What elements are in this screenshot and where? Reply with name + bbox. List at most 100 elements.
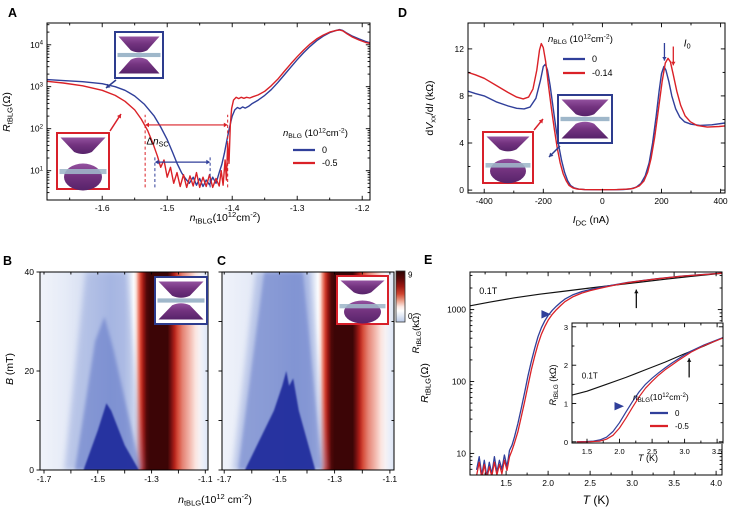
y-tick-label: 20 bbox=[25, 366, 35, 376]
y-axis-label: RtBLG(Ω) bbox=[1, 92, 14, 132]
fermi-level-bar bbox=[157, 298, 205, 303]
colorbar-label: RtBLG(kΩ) bbox=[411, 313, 423, 354]
x-tick-label: 2.5 bbox=[584, 478, 596, 488]
legend-item-label: -0.14 bbox=[592, 68, 613, 78]
x-tick-label: 1.5 bbox=[500, 478, 512, 488]
x-tick-label: 3.5 bbox=[668, 478, 680, 488]
triangle-marker-icon bbox=[614, 401, 625, 411]
axes-frame bbox=[46, 22, 371, 201]
panel-letter-B: B bbox=[3, 254, 12, 268]
panel-letter-E: E bbox=[424, 253, 432, 267]
series-D-nBLG--0.14 bbox=[468, 42, 725, 191]
y-tick-label: 101 bbox=[30, 165, 43, 175]
sc-dome-2 bbox=[244, 371, 316, 470]
band-diagram-metal bbox=[336, 275, 389, 325]
arrowhead-icon bbox=[223, 122, 228, 128]
x-tick-label: -1.7 bbox=[37, 474, 52, 484]
legend-title: nBLG (1012cm-2) bbox=[283, 127, 348, 140]
series-A-nBLG--0.5 bbox=[47, 29, 370, 189]
panel-Einset: 1.5 2.0 2.5 3.0 3.5 0 1 2 3 T (K) RtBLG (kΩ) nBLG(1… bbox=[548, 322, 724, 463]
y-tick-label: 40 bbox=[25, 267, 35, 277]
band-diagram-gap bbox=[114, 31, 164, 79]
x-tick-label: -1.5 bbox=[90, 474, 105, 484]
y-tick-label: 12 bbox=[455, 44, 465, 54]
x-tick-label: 2.5 bbox=[647, 447, 657, 456]
axes-frame bbox=[571, 322, 724, 444]
y-axis-label: B (mT) bbox=[4, 353, 16, 385]
x-tick-label: 3.0 bbox=[679, 447, 689, 456]
y-axis-label: dVxx/dI (kΩ) bbox=[424, 80, 437, 135]
y-tick-label: 104 bbox=[30, 40, 43, 50]
y-tick-label: 100 bbox=[452, 377, 466, 387]
conduction-band bbox=[340, 280, 385, 295]
arrowhead-icon bbox=[687, 358, 692, 362]
fermi-level-bar bbox=[560, 116, 610, 122]
x-tick-label: -1.1 bbox=[383, 474, 398, 484]
x-tick-label: -1.2 bbox=[355, 203, 370, 213]
x-tick-label: -1.4 bbox=[225, 203, 240, 213]
legend-item-label: 0 bbox=[322, 145, 327, 155]
conduction-band bbox=[60, 137, 106, 155]
x-axis-label: IDC (nA) bbox=[573, 214, 610, 227]
x-tick-label: -200 bbox=[535, 196, 552, 206]
fermi-level-bar bbox=[485, 163, 531, 168]
x-tick-label: 400 bbox=[713, 196, 727, 206]
conduction-band bbox=[118, 36, 160, 53]
x-tick-label: -1.1 bbox=[198, 474, 213, 484]
band-diagram-metal bbox=[56, 132, 110, 191]
band-diagram-gap bbox=[557, 94, 613, 144]
legend-item-label: -0.5 bbox=[322, 158, 338, 168]
arrowhead-icon bbox=[117, 114, 121, 119]
series-E-nBLG--0.5 bbox=[476, 272, 722, 475]
series-E-ref-0.1T bbox=[470, 272, 722, 307]
arrowhead-icon bbox=[106, 83, 111, 88]
panel-letter-A: A bbox=[8, 6, 17, 20]
x-tick-label: -1.3 bbox=[144, 474, 159, 484]
y-tick-label: 0 bbox=[29, 465, 34, 475]
x-axis-label: T (K) bbox=[638, 453, 658, 463]
valence-band bbox=[158, 303, 204, 320]
annotation-text: 0.1T bbox=[582, 372, 598, 381]
x-tick-label: -1.3 bbox=[290, 203, 305, 213]
y-tick-label: 1 bbox=[564, 400, 568, 409]
legend-item-label: -0.5 bbox=[675, 422, 689, 431]
valence-band bbox=[490, 158, 526, 184]
valence-band bbox=[118, 57, 160, 74]
annotation-text: 0.1T bbox=[479, 286, 498, 296]
legend-title: nBLG (1012cm-2) bbox=[548, 33, 613, 46]
band-diagram-metal bbox=[482, 131, 534, 184]
arrowhead-icon bbox=[154, 159, 159, 165]
sc-dome-2 bbox=[83, 403, 139, 470]
fermi-level-bar bbox=[117, 52, 161, 58]
legend-title: nBLG(1012cm-2) bbox=[633, 392, 689, 404]
panel-letter-C: C bbox=[217, 254, 226, 268]
valence-band bbox=[64, 163, 102, 191]
y-tick-label: 2 bbox=[564, 361, 568, 370]
conduction-band bbox=[486, 136, 530, 152]
colorbar-tick-label: 9 bbox=[408, 271, 413, 280]
y-axis-label: RtBLG(Ω) bbox=[419, 363, 432, 403]
x-tick-label: -1.6 bbox=[95, 203, 110, 213]
arrowhead-icon bbox=[538, 119, 543, 124]
x-tick-label: 2.0 bbox=[614, 447, 624, 456]
annotation-text: I0 bbox=[684, 39, 691, 51]
conduction-band bbox=[561, 99, 609, 117]
y-tick-label: 4 bbox=[459, 138, 464, 148]
series-Einset-nBLG-0 bbox=[576, 337, 723, 443]
fermi-level-bar bbox=[339, 304, 386, 309]
legend-D: nBLG (1012cm-2) 0 -0.14 bbox=[548, 33, 613, 78]
triangle-marker-icon bbox=[541, 310, 551, 319]
x-tick-label: 3.0 bbox=[626, 478, 638, 488]
panel-D: -400 -200 0 200 400 0 4 8 12 IDC (nA) dVxx/dI (kΩ)… bbox=[424, 22, 728, 227]
fermi-level-bar bbox=[59, 169, 107, 175]
y-tick-label: 0 bbox=[564, 438, 568, 447]
conduction-band bbox=[158, 281, 204, 298]
y-axis-label: RtBLG (kΩ) bbox=[548, 365, 560, 406]
arrowhead-icon bbox=[671, 61, 676, 66]
x-axis-label: T (K) bbox=[583, 493, 610, 507]
y-tick-label: 1000 bbox=[447, 305, 466, 315]
